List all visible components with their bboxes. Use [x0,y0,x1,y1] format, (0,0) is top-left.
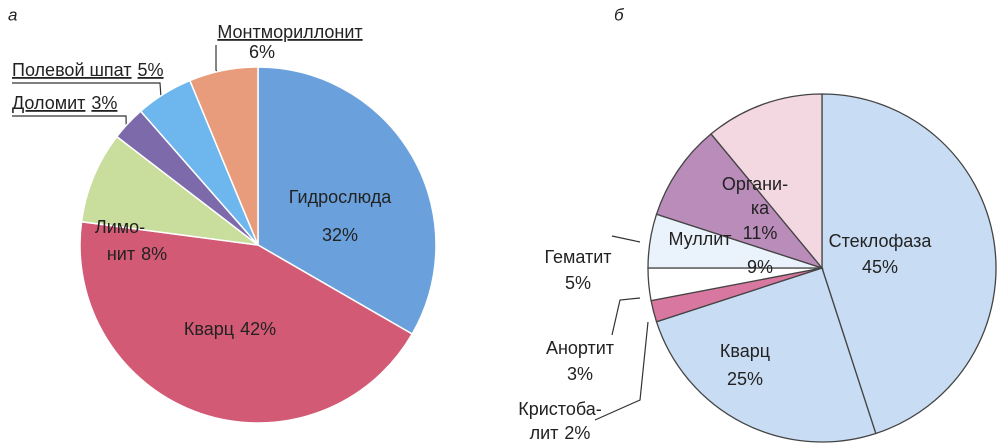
leader-line [611,235,641,243]
value-label: 42% [240,319,276,339]
value-label: 5% [138,60,164,80]
slice-label: Лимо- [95,217,145,237]
slice-label: Кристоба- [518,399,602,419]
value-label: 11% [743,223,778,243]
value-label: 8% [141,244,167,264]
category-label: лит [530,423,559,443]
leader-line [611,297,641,336]
category-label: Стеклофаза [829,231,933,251]
category-label: нит [107,244,135,264]
pie-slice [188,66,259,246]
value-label: 45% [862,257,898,277]
value-label: 3% [91,93,117,113]
slice-label: лит 2% [530,423,591,443]
slice-label: 11% [743,223,778,243]
slice-label: 32% [322,225,358,245]
pie-slice [821,93,997,435]
slice-label: Полевой шпат 5% [12,60,164,80]
category-label: Муллит [668,229,731,249]
value-label: 9% [747,257,773,277]
pie-slice [257,66,437,336]
slice-label: Стеклофаза [829,231,933,251]
chart-title: а [8,5,17,24]
chart-title: б [614,5,625,24]
category-label: Лимо- [95,217,145,237]
value-label: 32% [322,225,358,245]
slice-label: 25% [727,369,763,389]
slice-label: Органи- [722,174,788,194]
pie-slice [710,93,823,270]
category-label: Гидрослюда [289,187,392,207]
pie-slice [79,220,414,424]
category-label: Органи- [722,174,788,194]
pie-slice [80,135,261,247]
slice-label: Кварц 42% [184,319,276,339]
slice-label: 6% [249,42,275,62]
category-label: Кварц [184,319,234,339]
slice-label: нит 8% [107,244,167,264]
value-label: 5% [565,273,591,293]
value-label: 3% [567,364,593,384]
category-label: Кварц [720,341,770,361]
slice-label: 5% [565,273,591,293]
category-label: Монтмориллонит [217,22,362,42]
category-label: Полевой шпат [12,60,132,80]
slice-label: Монтмориллонит [217,22,362,42]
leader-line [594,321,649,421]
category-label: Кристоба- [518,399,602,419]
slice-label: Гематит [544,247,611,267]
slice-label: Гидрослюда [289,187,392,207]
slice-label: Муллит [668,229,731,249]
value-label: 6% [249,42,275,62]
pie-slice [655,267,877,443]
pie-slice [655,133,824,270]
slice-label: 9% [747,257,773,277]
slice-label: Анортит [546,338,614,358]
category-label: ка [751,198,770,218]
slice-label: Кварц [720,341,770,361]
value-label: 2% [564,423,590,443]
slice-label: 45% [862,257,898,277]
slice-label: Доломит 3% [12,93,117,113]
slice-label: ка [751,198,770,218]
value-label: 25% [727,369,763,389]
category-label: Гематит [544,247,611,267]
slice-label: 3% [567,364,593,384]
category-label: Доломит [12,93,85,113]
category-label: Анортит [546,338,614,358]
